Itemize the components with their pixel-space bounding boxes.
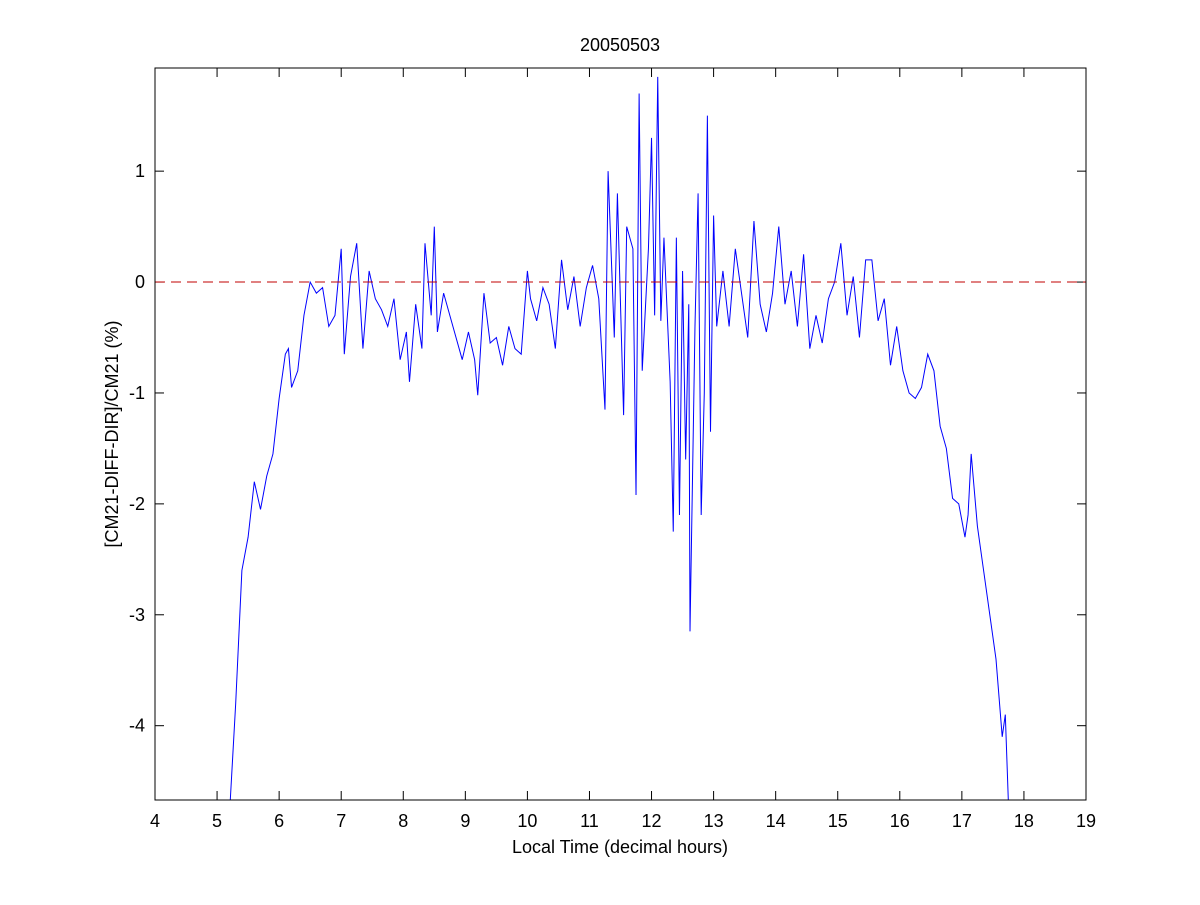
y-tick-label: 0: [135, 272, 145, 292]
x-tick-label: 12: [642, 811, 662, 831]
y-tick-label: -2: [129, 494, 145, 514]
y-tick-label: -3: [129, 605, 145, 625]
y-tick-label: -4: [129, 716, 145, 736]
plot-frame: [154, 67, 1087, 801]
x-tick-label: 16: [890, 811, 910, 831]
x-tick-label: 7: [336, 811, 346, 831]
x-tick-label: 5: [212, 811, 222, 831]
x-tick-label: 19: [1076, 811, 1096, 831]
x-tick-label: 6: [274, 811, 284, 831]
x-tick-label: 11: [580, 811, 599, 831]
x-tick-label: 18: [1014, 811, 1034, 831]
x-tick-label: 15: [828, 811, 848, 831]
chart-title: 20050503: [580, 35, 660, 55]
data-line: [229, 76, 1009, 800]
x-axis-label: Local Time (decimal hours): [512, 837, 728, 857]
x-tick-label: 13: [704, 811, 724, 831]
y-tick-label: -1: [129, 383, 145, 403]
x-tick-label: 14: [766, 811, 786, 831]
x-tick-label: 17: [952, 811, 972, 831]
y-tick-label: 1: [135, 161, 145, 181]
y-axis-label: [CM21-DIFF-DIR]/CM21 (%): [102, 320, 122, 547]
x-tick-label: 9: [460, 811, 470, 831]
x-tick-label: 8: [398, 811, 408, 831]
x-tick-label: 10: [517, 811, 537, 831]
plot-area: [229, 76, 1009, 800]
x-tick-label: 4: [150, 811, 160, 831]
